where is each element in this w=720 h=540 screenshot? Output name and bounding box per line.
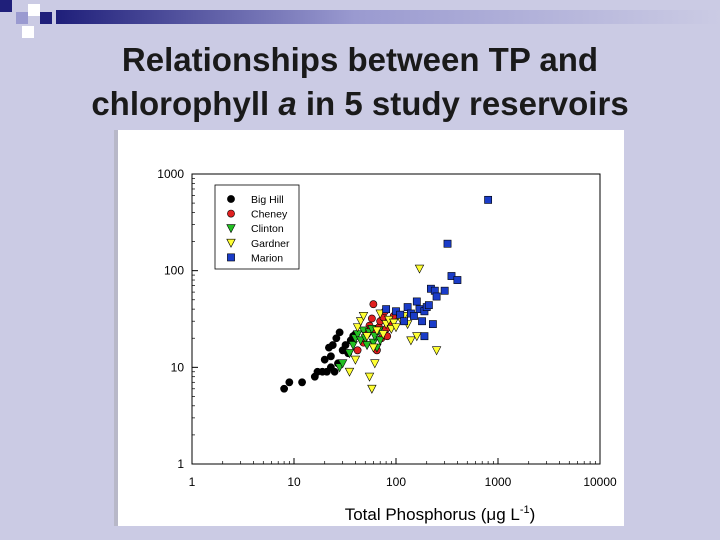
legend-marker-gardner	[226, 238, 236, 248]
legend-marker-marion	[227, 253, 235, 262]
data-point-clinton	[344, 349, 355, 359]
chart-panel-edge	[114, 130, 118, 526]
data-point-marion	[447, 272, 456, 280]
data-point-big-hill	[328, 341, 337, 349]
decor-square	[0, 0, 12, 12]
legend: Big Hill Cheney Clinton Gardner Marion	[214, 184, 300, 270]
data-point-clinton	[362, 341, 372, 351]
data-point-gardner	[368, 343, 379, 353]
series-gardner	[344, 264, 442, 394]
series-big-hill	[280, 328, 360, 393]
data-point-gardner	[350, 355, 361, 365]
data-point-big-hill	[326, 363, 335, 372]
y-tick-label: 1000	[157, 167, 184, 181]
data-point-clinton	[355, 336, 366, 346]
decor-square	[22, 26, 34, 38]
slide-decoration	[0, 0, 720, 40]
legend-label-big-hill: Big Hill	[251, 194, 284, 206]
data-point-gardner	[389, 318, 399, 328]
y-tick-label: 100	[164, 264, 184, 278]
data-point-gardner	[431, 346, 442, 356]
decor-square	[16, 12, 28, 24]
data-point-big-hill	[341, 341, 350, 349]
data-point-marion	[382, 305, 391, 314]
legend-label-clinton: Clinton	[251, 223, 284, 235]
title-line-2: chlorophyll a in 5 study reservoirs	[0, 82, 720, 126]
data-points	[280, 195, 493, 394]
data-point-clinton	[348, 341, 358, 351]
data-point-marion	[400, 317, 408, 326]
data-point-gardner	[414, 264, 425, 274]
data-point-gardner	[412, 332, 422, 342]
x-tick-label: 1000	[485, 475, 512, 489]
data-point-big-hill	[285, 378, 294, 387]
title-italic: a	[278, 85, 297, 122]
legend-label-cheney: Cheney	[251, 209, 288, 221]
series-marion	[382, 195, 493, 341]
data-point-marion	[440, 286, 449, 295]
x-tick-label: 10	[287, 475, 301, 489]
data-point-marion	[443, 239, 452, 248]
decor-square	[40, 12, 52, 24]
data-point-cheney	[367, 314, 376, 323]
title-text: chlorophyll	[91, 85, 279, 122]
data-point-marion	[424, 301, 433, 310]
data-point-gardner	[378, 330, 388, 340]
decor-square	[28, 4, 40, 16]
legend-label-marion: Marion	[251, 252, 283, 264]
legend-label-gardner: Gardner	[251, 238, 290, 250]
data-point-clinton	[368, 338, 379, 348]
data-point-cheney	[353, 346, 362, 355]
data-point-cheney	[369, 300, 378, 309]
data-point-gardner	[355, 317, 366, 327]
x-axis-title-close: )	[530, 505, 536, 524]
x-tick-label: 10000	[583, 475, 617, 489]
x-axis-title-sup: -1	[520, 504, 530, 516]
legend-marker-big-hill	[227, 195, 235, 203]
data-point-gardner	[364, 372, 375, 382]
title-text-end: in 5 study reservoirs	[296, 85, 629, 122]
y-tick-label: 1	[177, 457, 184, 471]
data-point-gardner	[352, 323, 363, 333]
data-point-marion	[420, 332, 429, 341]
data-point-marion	[403, 303, 412, 311]
data-point-marion	[428, 320, 437, 329]
data-point-gardner	[391, 323, 401, 333]
data-point-big-hill	[280, 384, 289, 393]
data-point-marion	[396, 310, 405, 319]
data-point-marion	[484, 195, 493, 204]
data-point-clinton	[337, 359, 348, 369]
data-point-marion	[432, 292, 441, 301]
data-point-gardner	[367, 384, 377, 394]
y-tick-label: 10	[171, 360, 185, 374]
data-point-big-hill	[326, 352, 335, 361]
data-point-gardner	[370, 359, 380, 369]
data-point-marion	[412, 297, 421, 306]
x-axis-title: Total Phosphorus (μg L-1)	[345, 504, 536, 524]
data-point-big-hill	[332, 334, 341, 343]
data-point-gardner	[362, 332, 372, 342]
data-point-big-hill	[298, 378, 306, 387]
axis-ticks: 1 10 100 1000 10000 1 10 100 1000	[157, 167, 617, 489]
data-point-marion	[453, 276, 462, 284]
data-point-gardner	[358, 312, 369, 322]
data-point-marion	[410, 312, 418, 320]
decor-bar	[56, 10, 720, 24]
x-tick-label: 1	[189, 475, 196, 489]
data-point-gardner	[344, 367, 355, 377]
data-point-marion	[418, 317, 426, 326]
legend-marker-clinton	[226, 224, 236, 234]
data-point-big-hill	[320, 355, 329, 364]
x-tick-label: 100	[386, 475, 406, 489]
slide-title: Relationships between TP and chlorophyll…	[0, 38, 720, 126]
title-line-1: Relationships between TP and	[121, 41, 599, 78]
data-point-clinton	[375, 336, 385, 346]
data-point-big-hill	[335, 328, 344, 337]
data-point-gardner	[406, 336, 416, 346]
legend-marker-cheney	[227, 209, 235, 218]
